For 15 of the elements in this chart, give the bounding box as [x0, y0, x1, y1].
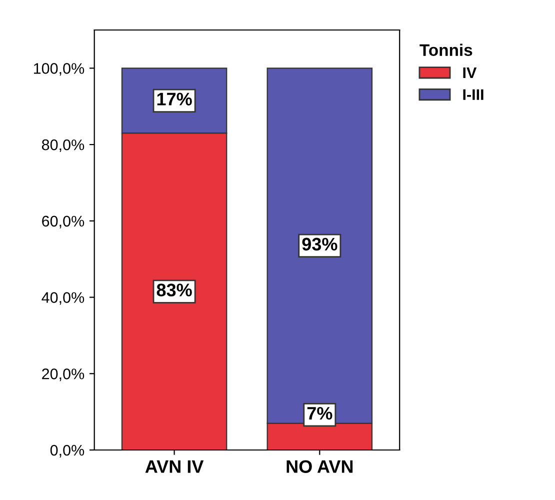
- legend-title: Tonnis: [420, 44, 472, 56]
- y-tick-label: 0,0%: [50, 444, 84, 458]
- x-tick-label: AVN IV: [145, 460, 204, 473]
- x-tick-label: NO AVN: [286, 460, 353, 473]
- y-tick-label: 100,0%: [34, 63, 84, 76]
- legend-label: IV: [463, 67, 477, 78]
- y-tick-label: 20,0%: [42, 368, 84, 382]
- y-tick-label: 80,0%: [42, 139, 84, 152]
- y-tick-label: 60,0%: [42, 216, 84, 228]
- data-label: 93%: [302, 238, 338, 251]
- data-label: 17%: [157, 92, 192, 106]
- data-label: 7%: [307, 406, 332, 420]
- data-label: 83%: [156, 284, 192, 296]
- legend-label: I-III: [463, 89, 484, 100]
- y-tick-label: 40,0%: [42, 292, 84, 305]
